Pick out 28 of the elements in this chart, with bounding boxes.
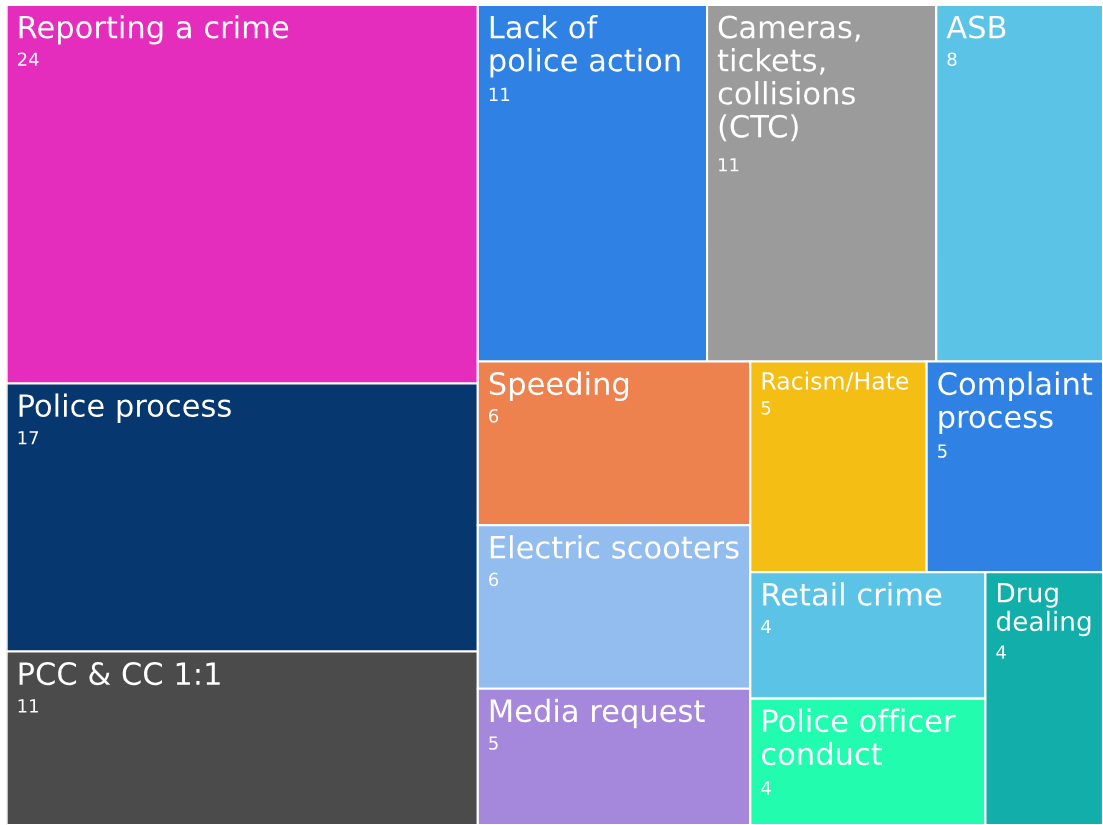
data-label: 4	[761, 619, 771, 634]
category-label: Lack of police action	[490, 14, 680, 78]
category-label: PCC & CC 1:1	[19, 662, 220, 686]
data-label: 4	[761, 781, 771, 795]
data-label: 5	[938, 444, 947, 458]
data-label: 11	[489, 87, 510, 101]
data-label: 8	[947, 52, 957, 67]
category-label: Speeding	[489, 371, 629, 402]
category-label: Electric scooters	[490, 535, 739, 559]
data-label: 17	[18, 431, 39, 445]
category-label: ASB	[946, 15, 1006, 39]
category-label: Media request	[490, 698, 705, 729]
data-label: 6	[489, 572, 499, 587]
category-label: Reporting a crime	[19, 14, 289, 45]
data-label: 5	[761, 401, 771, 415]
data-label: 6	[489, 408, 499, 423]
category-label: Police officer conduct	[762, 708, 956, 766]
data-label: 24	[17, 52, 39, 66]
category-label: Racism/Hate	[762, 371, 909, 392]
data-label: 11	[719, 158, 739, 172]
category-label: Police process	[19, 393, 231, 424]
category-label: Cameras, tickets, collisions (CTC)	[717, 15, 860, 142]
data-label: 11	[18, 699, 38, 713]
category-label: Complaint process	[938, 371, 1093, 435]
category-label: Drug dealing	[996, 582, 1091, 637]
data-label: 5	[489, 736, 498, 750]
data-label: 4	[996, 645, 1006, 659]
category-label: Retail crime	[763, 582, 942, 606]
